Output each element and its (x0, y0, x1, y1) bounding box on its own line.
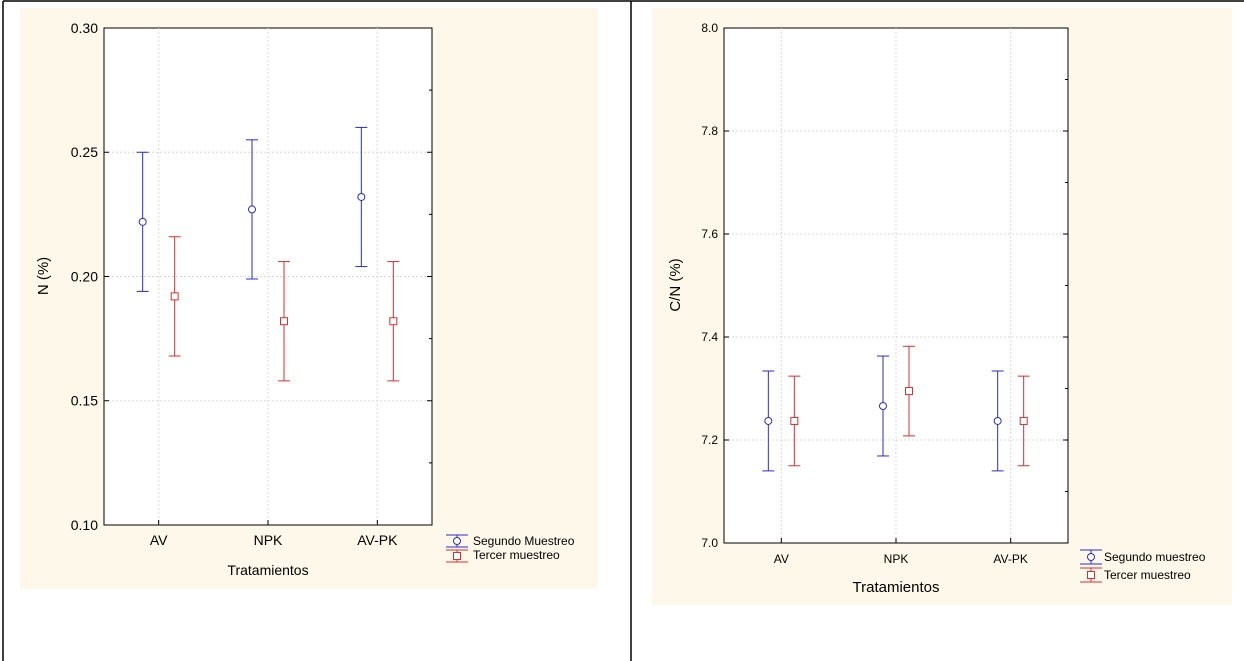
y-axis-label: C/N (%) (667, 258, 684, 311)
y-axis-label: N (%) (35, 257, 52, 295)
y-axis-ticks: 7.0 7.2 7.4 7.6 7.8 8.0 (701, 21, 1068, 550)
x-axis-ticks: AV NPK AV-PK (150, 520, 398, 548)
error-bar-point (991, 370, 1004, 472)
legend-series-1-label: Segundo Muestreo (473, 534, 575, 548)
chart-nitrogen: 0.10 0.15 0.20 0.25 0.30 AV NPK AV-PK N (%) Tr… (20, 8, 598, 589)
plot-area (103, 27, 433, 526)
legend-series-2-marker (1087, 571, 1095, 579)
x-tick-label: AV-PK (357, 532, 398, 548)
mean-marker-square (905, 387, 913, 396)
error-bar-point (903, 345, 915, 437)
error-bar-point (168, 236, 181, 357)
mean-marker-circle (764, 416, 773, 425)
mean-marker-circle (248, 205, 256, 214)
y-tick-label: 0.30 (71, 20, 98, 36)
y-tick-label: 7.8 (701, 124, 718, 138)
legend-series-1-label: Segundo muestreo (1104, 550, 1206, 564)
error-bar-point (246, 139, 258, 280)
y-tick-label: 7.2 (701, 433, 718, 447)
mean-marker-square (389, 317, 398, 326)
legend-series-2-label: Tercer muestreo (1104, 568, 1191, 582)
mean-marker-circle (138, 217, 147, 226)
x-axis-label: Tratamientos (853, 579, 940, 596)
legend-item-series-1: Segundo Muestreo (446, 534, 575, 548)
x-tick-label: AV (150, 532, 168, 548)
legend-series-2-marker (453, 552, 461, 560)
mean-marker-square (790, 416, 799, 425)
y-tick-label: 0.15 (71, 393, 98, 409)
mean-marker-circle (993, 416, 1002, 425)
x-tick-label: AV-PK (993, 552, 1027, 566)
y-tick-label: 7.6 (701, 227, 718, 241)
y-tick-label: 0.10 (71, 517, 98, 533)
error-bar-point (877, 355, 889, 457)
error-bar-point (278, 261, 290, 382)
y-tick-label: 0.25 (71, 144, 98, 160)
legend: Segundo muestreo Tercer muestreo (1080, 549, 1206, 583)
plot-area (723, 27, 1069, 544)
error-bar-point (136, 151, 149, 292)
mean-marker-circle (879, 402, 887, 411)
y-tick-label: 7.0 (701, 536, 718, 550)
y-tick-label: 7.4 (701, 330, 718, 344)
mean-marker-square (170, 292, 179, 301)
legend-series-2-label: Tercer muestreo (473, 548, 560, 562)
error-bar-point (762, 370, 775, 472)
x-tick-label: NPK (884, 552, 909, 566)
x-tick-label: NPK (254, 532, 283, 548)
y-tick-label: 8.0 (701, 21, 718, 35)
chart-cn-ratio: 7.0 7.2 7.4 7.6 7.8 8.0 AV NPK AV-PK C/N (%) Tr… (652, 8, 1232, 605)
error-bar-point (355, 126, 368, 268)
y-tick-label: 0.20 (71, 268, 98, 284)
mean-marker-circle (357, 192, 366, 201)
legend: Segundo Muestreo Tercer muestreo (446, 534, 575, 563)
x-tick-label: AV (774, 552, 789, 566)
mean-marker-square (1019, 416, 1028, 425)
mean-marker-square (280, 317, 288, 326)
error-bar-point (788, 375, 801, 467)
legend-item-series-2: Tercer muestreo (446, 548, 560, 563)
legend-item-series-2: Tercer muestreo (1080, 567, 1191, 583)
x-axis-ticks: AV NPK AV-PK (774, 538, 1028, 566)
legend-item-series-1: Segundo muestreo (1080, 549, 1206, 565)
x-axis-label: Tratamientos (227, 562, 308, 578)
error-bar-point (387, 261, 400, 382)
legend-series-1-marker (453, 537, 461, 545)
legend-series-1-marker (1087, 553, 1095, 561)
y-axis-ticks: 0.10 0.15 0.20 0.25 0.30 (71, 20, 432, 533)
error-bar-point (1017, 375, 1030, 467)
